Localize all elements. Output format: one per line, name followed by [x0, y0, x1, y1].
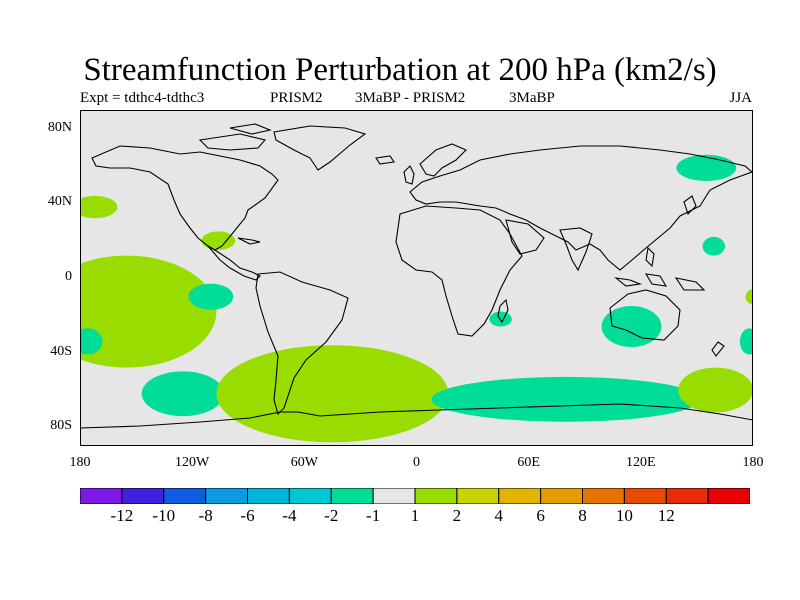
- colorbar-label: 8: [578, 506, 587, 525]
- colorbar-label: 10: [615, 506, 633, 525]
- colorbar-label: -1: [366, 506, 381, 525]
- colorbar-label: 4: [494, 506, 504, 525]
- colorbar-swatch: [163, 487, 207, 505]
- lon-tick-label: 60W: [290, 455, 318, 470]
- colorbar-label: -4: [282, 506, 297, 525]
- region-south-pacific-green: [80, 255, 217, 368]
- region-western-pacific-teal: [702, 236, 725, 256]
- lon-tick-label: 60E: [517, 455, 540, 470]
- region-southern-indian-teal: [431, 376, 701, 422]
- colorbar-swatch: [665, 487, 709, 505]
- colorbar-label: 2: [452, 506, 462, 525]
- colorbar-swatch: [707, 487, 751, 505]
- colorbar-swatch: [498, 487, 542, 505]
- colorbar-swatch: [414, 487, 458, 505]
- coastlines: [80, 123, 753, 429]
- region-south-pacific-teal: [188, 283, 234, 310]
- lon-tick-label: 120E: [626, 455, 656, 470]
- lat-tick-label: 80S: [50, 418, 72, 434]
- experiment-label: Expt = tdthc4-tdthc3: [80, 90, 205, 106]
- colorbar-swatch: [330, 487, 374, 505]
- comparison-right-label: 3MaBP: [509, 90, 555, 106]
- region-australia-teal: [601, 306, 662, 348]
- colorbar-label: -12: [110, 506, 134, 525]
- colorbar-label: -6: [240, 506, 255, 525]
- lon-tick-label: 0: [413, 455, 420, 470]
- colorbar-swatch: [372, 487, 416, 505]
- region-far-east-teal: [739, 328, 753, 355]
- colorbar-label: -8: [198, 506, 213, 525]
- colorbar-swatch: [205, 487, 248, 505]
- region-south-pacific-south-teal: [141, 371, 224, 417]
- colorbar-label: 1: [410, 506, 420, 525]
- region-mexico-green: [201, 231, 236, 250]
- region-far-west-teal: [80, 328, 103, 355]
- region-far-east-green: [745, 289, 753, 305]
- lat-tick-label: 40S: [50, 343, 72, 359]
- colorbar-label: -2: [324, 506, 339, 525]
- lon-tick-label: 180: [69, 455, 91, 470]
- season-label: JJA: [729, 90, 752, 106]
- colorbar-swatch: [623, 487, 667, 505]
- lat-tick-label: 40N: [47, 194, 72, 210]
- region-north-pacific-west-green: [80, 195, 118, 219]
- colorbar-swatch: [582, 487, 625, 505]
- colorbar-swatch: [288, 487, 332, 505]
- lon-tick-label: 120W: [175, 455, 210, 470]
- colorbar-swatch: [121, 487, 165, 505]
- map-frame: [80, 110, 753, 446]
- comparison-left-label: PRISM2: [270, 90, 323, 106]
- colorbar-swatches: [79, 487, 751, 505]
- region-new-zealand-green: [678, 367, 753, 413]
- colorbar-label: 6: [536, 506, 545, 525]
- colorbar-label: 12: [657, 506, 675, 525]
- colorbar-swatch: [247, 487, 290, 505]
- colorbar-swatch: [79, 487, 123, 505]
- colorbar-swatch: [456, 487, 500, 505]
- colorbar-label: -10: [152, 506, 176, 525]
- plot-title: Streamfunction Perturbation at 200 hPa (…: [83, 52, 717, 88]
- anomaly-regions: [80, 154, 753, 443]
- colorbar: [79, 487, 751, 505]
- lat-tick-label: 0: [65, 269, 72, 284]
- colorbar-swatch: [540, 487, 583, 505]
- lon-tick-label: 180: [742, 455, 764, 470]
- region-siberia-teal: [676, 154, 737, 181]
- world-map: [80, 110, 753, 446]
- lat-tick-label: 80N: [47, 119, 72, 135]
- comparison-mid-label: 3MaBP - PRISM2: [355, 90, 466, 106]
- region-south-atlantic-green: [216, 345, 449, 443]
